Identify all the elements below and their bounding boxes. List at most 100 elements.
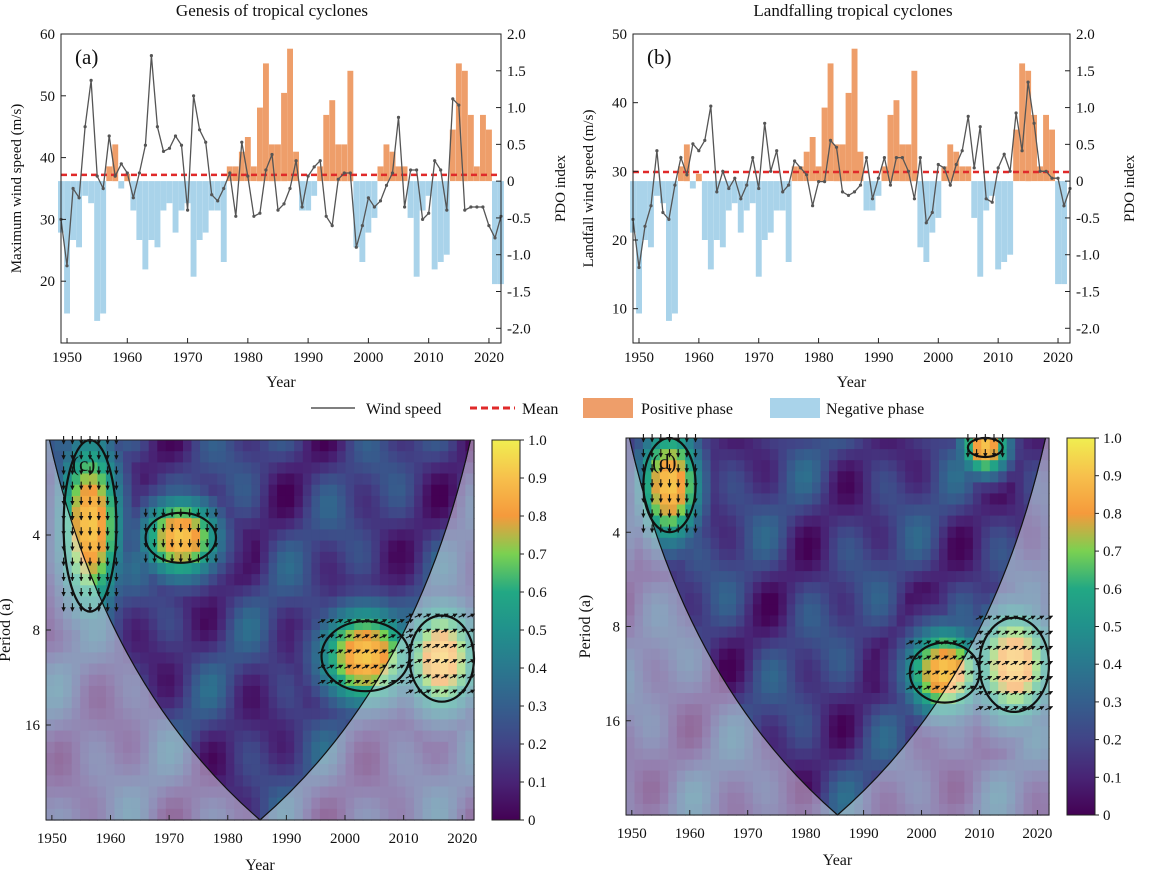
coherence-cell [659,748,669,761]
coherence-cell [157,741,167,754]
coherence-cell [854,637,864,650]
coherence-cell [685,548,695,561]
coherence-cell [955,471,965,483]
coherence-cell [642,681,652,694]
coherence-cell [634,571,644,583]
coherence-cell [651,615,661,628]
coherence-cell [989,504,999,517]
pdo-bar [196,181,203,240]
pdo-bar [713,181,720,240]
coherence-cell [431,741,441,754]
coherence-cell [651,637,661,650]
coherence-cell [710,792,720,805]
coherence-cell [302,484,312,497]
coherence-cell [727,726,737,738]
phase-arrow [414,628,423,633]
coherence-cell [795,803,805,816]
phase-arrow [317,649,326,654]
y-tick-label: 4 [613,525,621,541]
coherence-cell [183,473,193,486]
panel-b: 1950 1960 1970 1980 1990 2000 2010 202010203040… [581,27,1138,391]
coherence-cell [955,548,965,561]
coherence-cell [736,515,746,528]
wind-speed-point [1014,111,1018,115]
coherence-cell [846,560,856,572]
coherence-cell [626,781,636,794]
coherence-cell [208,473,218,486]
coherence-cell [668,593,678,605]
coherence-cell [998,515,1008,528]
coherence-cell [131,786,141,799]
coherence-cell [71,775,81,788]
coherence-cell [448,540,458,553]
wind-speed-point [1032,121,1036,125]
phase-arrow [396,679,405,685]
coherence-cell [388,551,398,564]
phase-arrow [458,674,467,679]
coherence-cell [80,518,90,530]
coherence-cell [955,681,965,694]
phase-arrow [449,628,458,633]
wind-speed-point [246,174,250,178]
phase-arrow [317,618,326,624]
coherence-cell [888,770,898,783]
coherence-cell [123,618,133,631]
coherence-cell [157,551,167,564]
coherence-cell [217,697,227,709]
coherence-cell [862,648,872,661]
coherence-cell [114,775,124,788]
coherence-cell [1006,681,1016,694]
colorbar-tick-label: 0.7 [1103,544,1122,560]
coherence-cell [54,719,64,732]
coherence-cell [294,663,304,676]
coherence-cell [439,540,449,553]
coherence-cell [837,493,847,506]
coherence-cell [947,526,957,539]
coherence-cell [778,560,788,572]
coherence-cell [676,493,686,506]
coherence-cell [311,808,321,821]
coherence-cell [191,551,201,564]
coherence-cell [879,571,889,583]
coherence-cell [972,537,982,550]
coherence-cell [379,752,389,765]
coherence-cell [337,730,347,743]
phase-arrow [984,660,993,666]
coherence-cell [157,652,167,665]
coherence-cell [302,596,312,609]
coherence-cell [311,618,321,631]
phase-arrow [984,690,993,696]
coherence-cell [626,792,636,805]
coherence-cell [362,484,372,497]
coherence-cell [879,449,889,461]
coherence-cell [354,540,364,553]
coherence-cell [989,493,999,506]
wind-speed-point [936,162,940,167]
coherence-cell [668,726,678,738]
coherence-cell [397,529,407,542]
coherence-cell [260,440,270,452]
coherence-cell [465,786,475,799]
coherence-cell [431,652,441,665]
phase-arrow [361,679,370,685]
coherence-cell [947,693,957,705]
coherence-cell [922,560,932,572]
pdo-bar [287,48,293,182]
coherence-cell [972,759,982,772]
coherence-cell [727,604,737,616]
coherence-cell [234,752,244,765]
coherence-cell [97,462,107,475]
coherence-cell [251,697,261,709]
coherence-cell [972,493,982,506]
coherence-cell [786,748,796,761]
y-tick-label: 8 [613,620,621,636]
coherence-cell [174,663,184,676]
coherence-cell [693,626,703,639]
coherence-cell [634,770,644,783]
coherence-cell [285,518,295,530]
coherence-cell [820,438,830,450]
coherence-cell [642,582,652,594]
coherence-cell [786,715,796,727]
coherence-cell [964,726,974,738]
coherence-cell [947,670,957,683]
